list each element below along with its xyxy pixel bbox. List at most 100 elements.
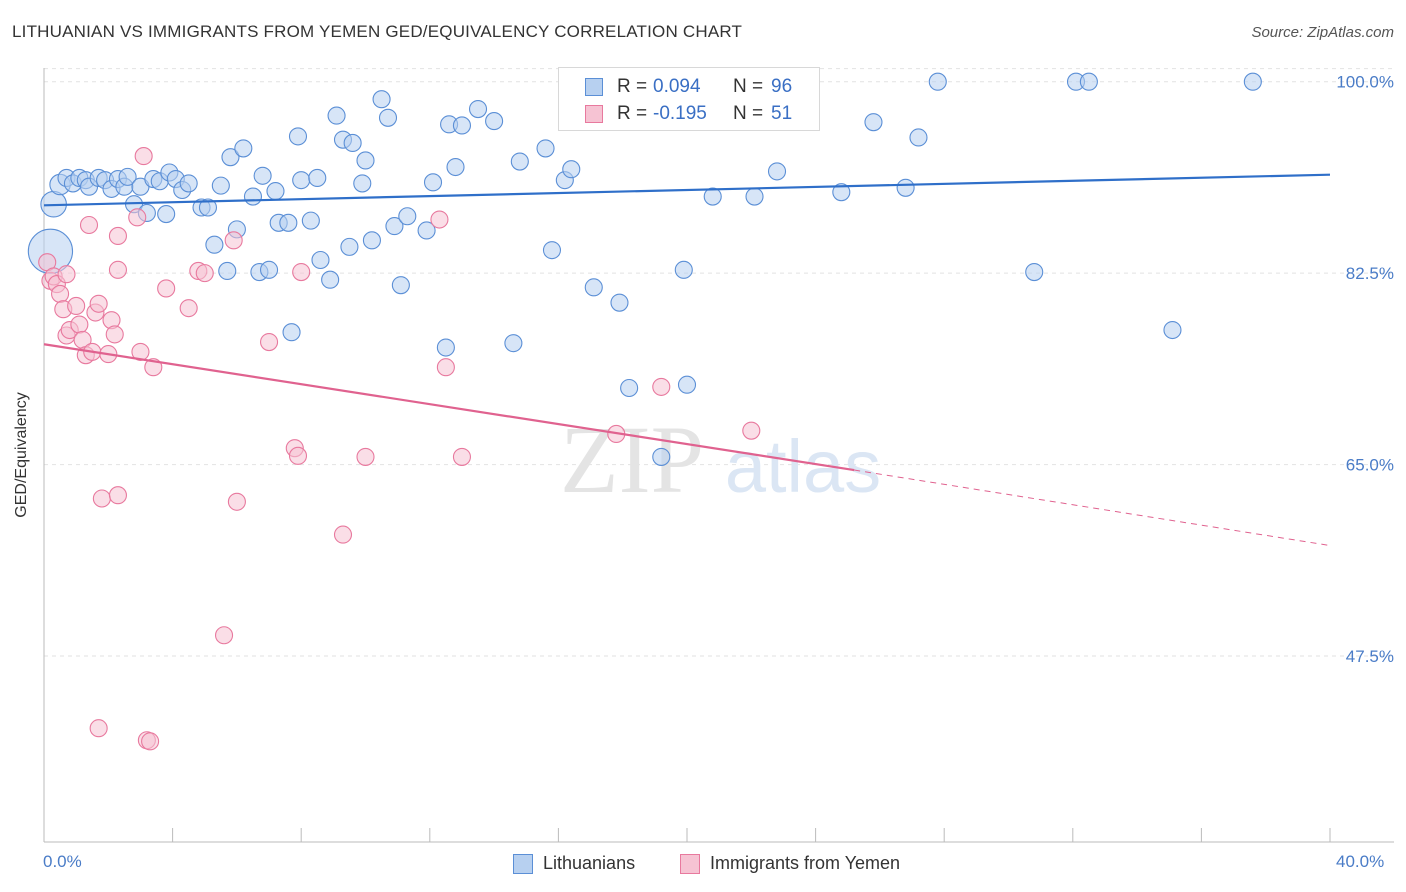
yemen-point bbox=[108, 486, 127, 505]
y-tick-labels: 47.5% 65.0% 82.5% 100.0% bbox=[1336, 73, 1394, 666]
yemen-point bbox=[430, 210, 449, 229]
legend-r-label: R = bbox=[617, 103, 648, 124]
yemen-point bbox=[436, 358, 455, 377]
lithuanian-point bbox=[1163, 320, 1182, 340]
lithuanian-point bbox=[321, 270, 340, 289]
y-tick-label: 65.0% bbox=[1346, 456, 1394, 475]
lithuanian-point bbox=[1243, 72, 1262, 91]
yemen-point bbox=[742, 421, 761, 440]
lithuanian-point bbox=[118, 167, 137, 186]
legend-swatch-pink bbox=[585, 105, 603, 123]
x-tick-label-min: 0.0% bbox=[43, 852, 82, 871]
lithuanian-point bbox=[542, 241, 562, 260]
yemen-point bbox=[452, 447, 472, 466]
yemen-point bbox=[108, 226, 127, 245]
yemen-point bbox=[67, 296, 86, 316]
lithuanian-point bbox=[620, 378, 639, 398]
yemen-point bbox=[224, 231, 243, 250]
legend-n-value: 96 bbox=[771, 76, 793, 97]
yemen-point bbox=[259, 333, 279, 352]
yemen-point bbox=[108, 260, 127, 279]
lithuanian-point bbox=[157, 205, 176, 224]
yemen-point bbox=[179, 299, 198, 318]
lithuanian-point bbox=[510, 152, 529, 171]
yemen-point bbox=[92, 489, 111, 508]
lithuanian-point bbox=[198, 198, 218, 217]
lithuanian-point bbox=[703, 187, 722, 206]
yemen-point bbox=[141, 732, 160, 751]
lithuanian-point bbox=[896, 178, 915, 197]
lithuanian-point bbox=[279, 213, 298, 232]
yemen-point bbox=[292, 262, 311, 282]
series-legend: Lithuanians Immigrants from Yemen bbox=[0, 852, 1406, 876]
watermark: ZIP atlas bbox=[560, 406, 881, 513]
lithuanian-point bbox=[372, 90, 391, 109]
yemen-points bbox=[38, 147, 761, 751]
lithuanian-point bbox=[652, 447, 671, 466]
yemen-point bbox=[356, 447, 375, 466]
lithuanian-point bbox=[385, 217, 404, 236]
y-tick-label: 100.0% bbox=[1336, 73, 1394, 92]
lithuanian-point bbox=[436, 338, 455, 357]
lithuanian-point bbox=[205, 235, 224, 254]
x-tick-label-max: 40.0% bbox=[1336, 852, 1385, 871]
lithuanian-point bbox=[234, 139, 253, 158]
yemen-point bbox=[288, 446, 308, 465]
lithuanian-point bbox=[864, 113, 883, 132]
watermark-zip: ZIP bbox=[560, 406, 704, 513]
lithuanian-point bbox=[446, 157, 465, 177]
lithuanian-point bbox=[1079, 72, 1098, 91]
yemen-point bbox=[128, 208, 147, 227]
yemen-point bbox=[227, 492, 246, 511]
lithuanian-point bbox=[253, 166, 272, 185]
lithuanian-point bbox=[584, 278, 603, 297]
legend-n-value: 51 bbox=[771, 103, 793, 124]
lithuanian-point bbox=[928, 72, 947, 91]
lithuanian-point bbox=[266, 182, 285, 201]
yemen-point bbox=[333, 525, 353, 544]
lithuanian-point bbox=[353, 174, 372, 193]
yemen-point bbox=[134, 147, 153, 166]
lithuanian-point bbox=[677, 375, 697, 394]
yemen-point bbox=[195, 264, 214, 283]
lithuanian-point bbox=[259, 260, 279, 279]
legend-r-value: -0.195 bbox=[653, 103, 707, 124]
yemen-point bbox=[51, 284, 70, 303]
lithuanian-point bbox=[288, 127, 308, 146]
lithuanian-point bbox=[391, 276, 410, 295]
lithuanian-point bbox=[504, 334, 523, 353]
yemen-trend-extension bbox=[854, 469, 1331, 547]
yemen-point bbox=[157, 279, 176, 298]
lithuanian-point bbox=[452, 116, 472, 135]
legend-swatch-pink bbox=[680, 854, 700, 874]
legend-r-label: R = bbox=[617, 76, 648, 97]
chart-title: LITHUANIAN VS IMMIGRANTS FROM YEMEN GED/… bbox=[12, 22, 743, 41]
source-credit: Source: ZipAtlas.com bbox=[1251, 24, 1394, 41]
yemen-point bbox=[70, 315, 89, 334]
lithuanian-point bbox=[179, 174, 198, 193]
legend-label-yemen: Immigrants from Yemen bbox=[710, 853, 901, 873]
lithuanian-point bbox=[378, 108, 398, 127]
lithuanian-point bbox=[468, 99, 488, 119]
lithuanian-point bbox=[340, 237, 359, 256]
lithuanian-point bbox=[292, 171, 311, 190]
lithuanians-trend-line bbox=[43, 173, 1331, 207]
y-tick-label: 82.5% bbox=[1346, 264, 1394, 283]
lithuanian-point bbox=[301, 211, 320, 230]
lithuanian-point bbox=[417, 221, 436, 240]
lithuanian-point bbox=[610, 293, 629, 312]
yemen-point bbox=[57, 265, 76, 284]
lithuanian-point bbox=[909, 128, 928, 147]
lithuanian-point bbox=[282, 323, 301, 342]
yemen-point bbox=[79, 215, 99, 235]
lithuanian-point bbox=[343, 133, 362, 153]
legend-n-label: N = bbox=[733, 103, 764, 124]
y-tick-label: 47.5% bbox=[1346, 647, 1394, 666]
lithuanian-point bbox=[423, 173, 443, 192]
yemen-point bbox=[105, 325, 124, 344]
lithuanian-point bbox=[218, 261, 237, 280]
yemen-point bbox=[89, 719, 108, 738]
lithuanian-point bbox=[211, 176, 230, 195]
lithuanian-point bbox=[1025, 262, 1044, 282]
legend-swatch-blue bbox=[513, 854, 533, 874]
